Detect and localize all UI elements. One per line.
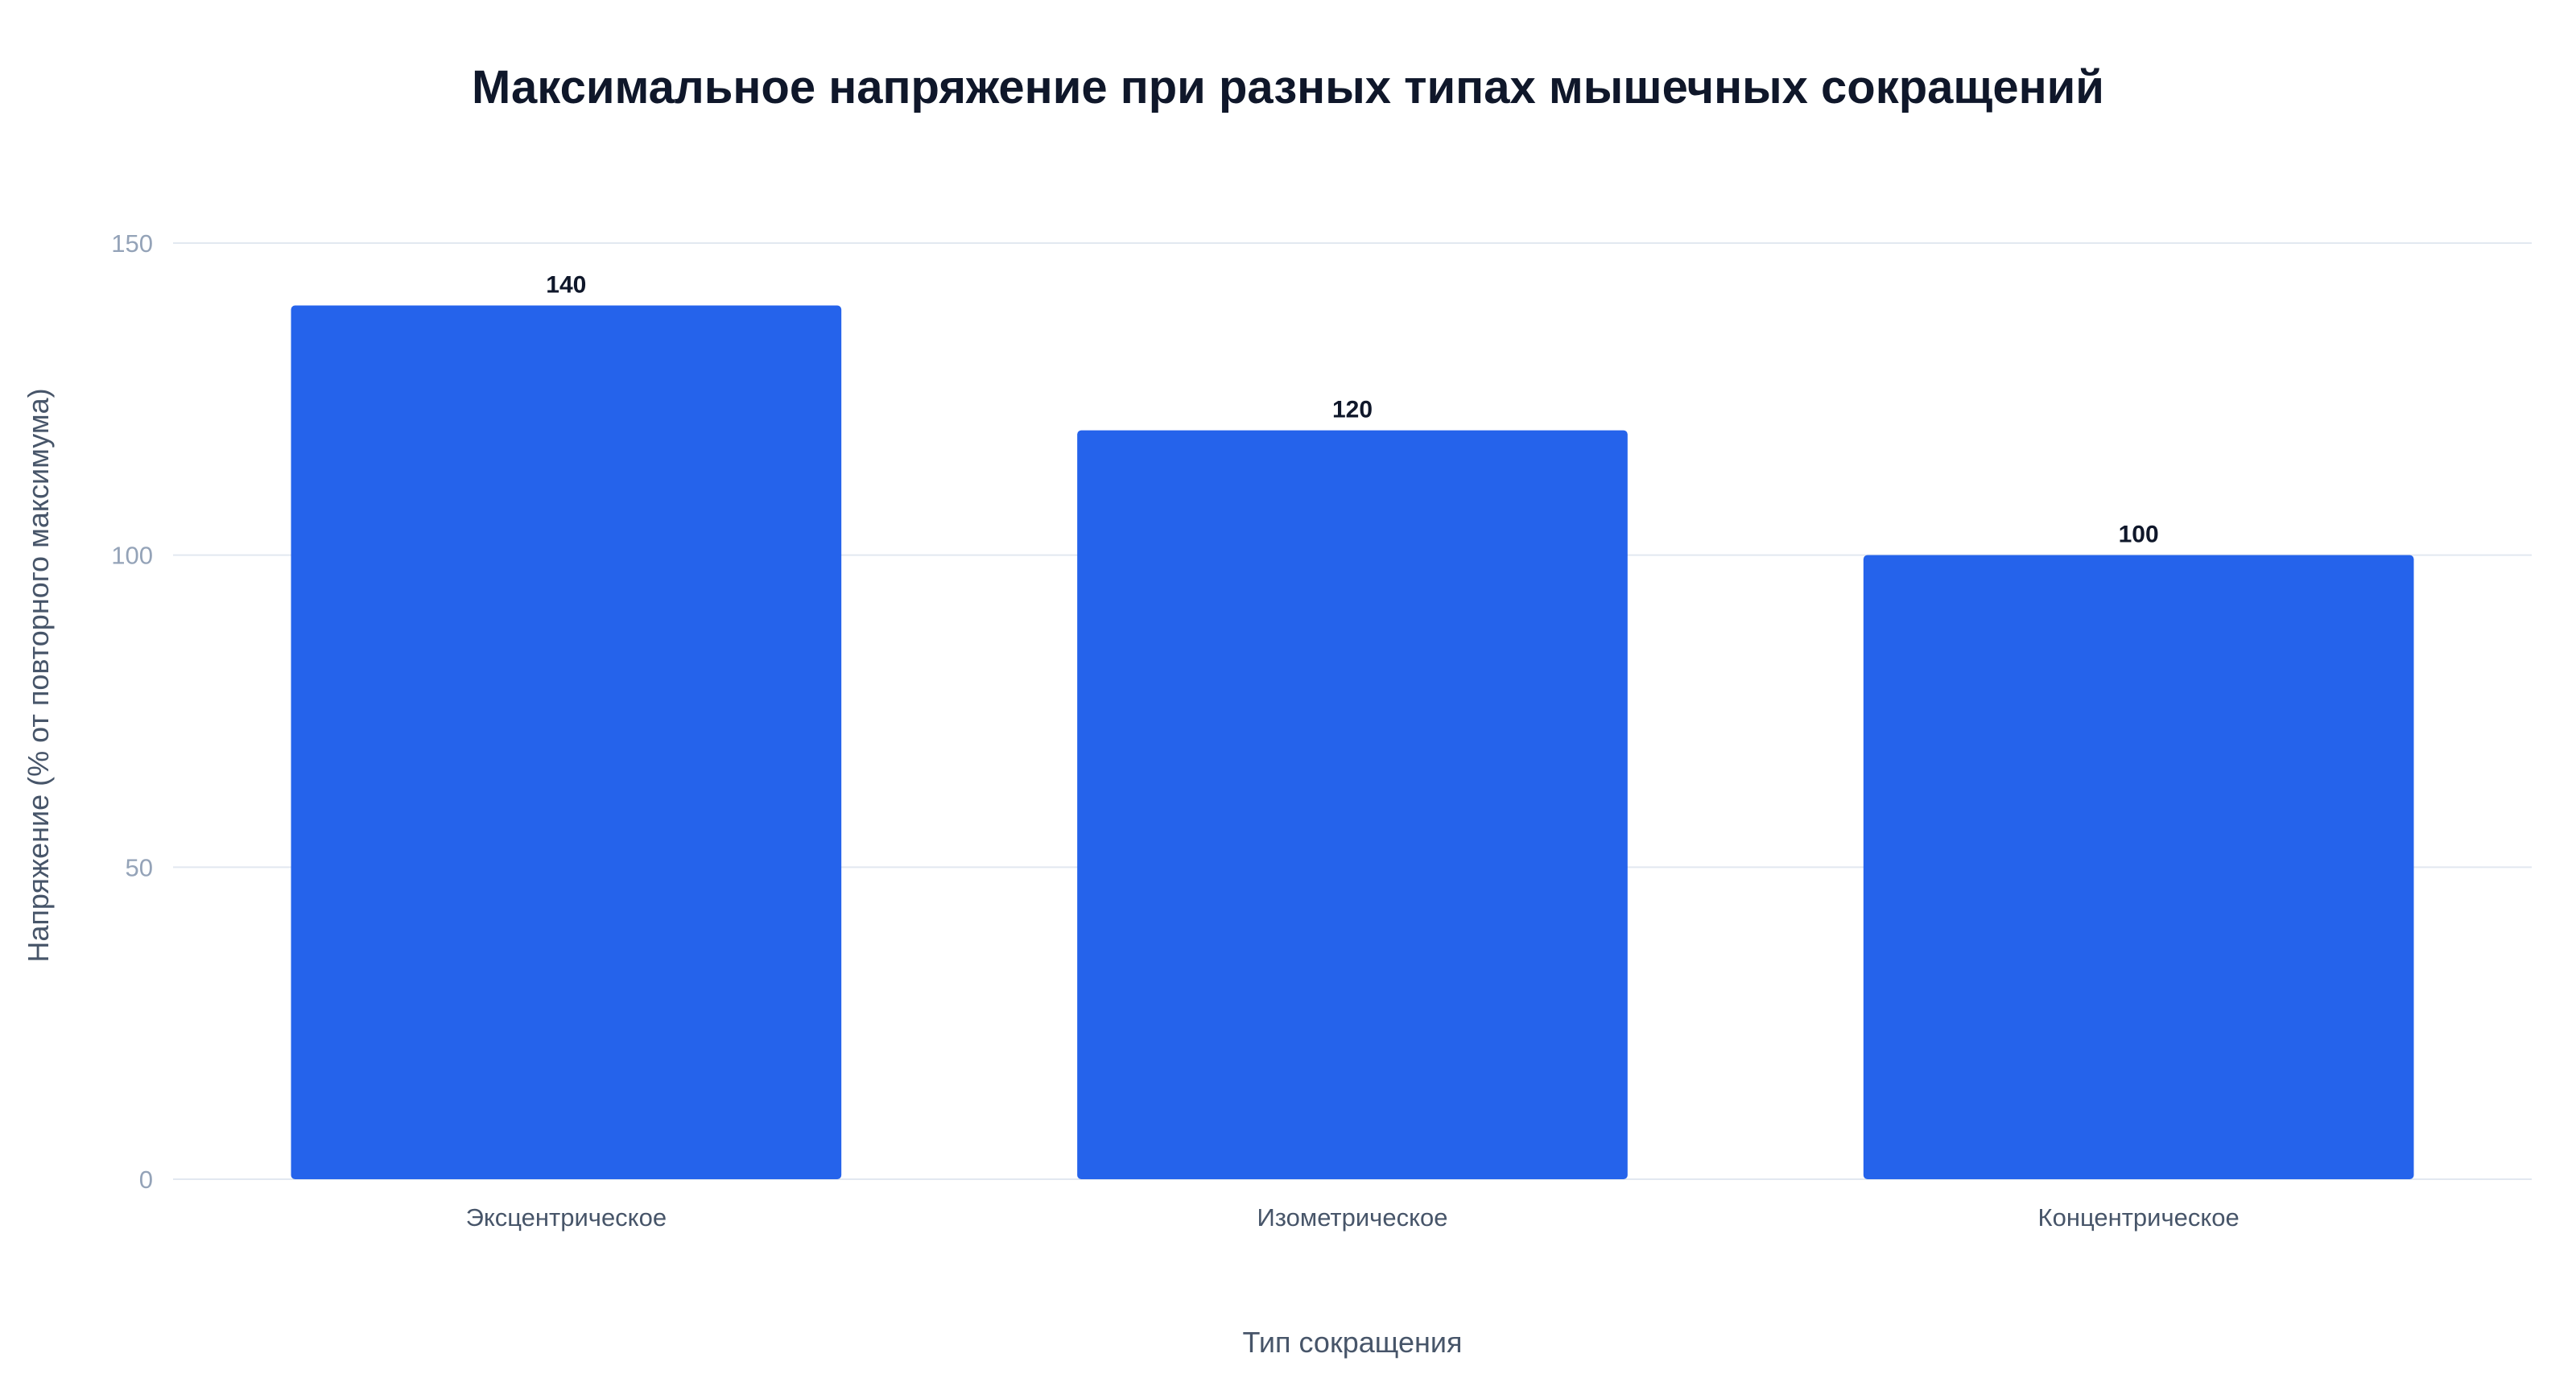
chart-title: Максимальное напряжение при разных типах… (472, 61, 2104, 113)
x-tick-label: Изометрическое (1257, 1203, 1448, 1232)
x-axis-label: Тип сокращения (1243, 1326, 1463, 1359)
y-tick-label: 50 (126, 853, 153, 881)
y-tick-label: 0 (139, 1166, 153, 1194)
y-axis-ticks: 0 50 100 150 (111, 229, 153, 1194)
x-tick-label: Концентрическое (2038, 1203, 2240, 1232)
bar (1077, 430, 1628, 1179)
data-label: 140 (546, 272, 586, 299)
bar (291, 305, 842, 1179)
bars (291, 305, 2414, 1179)
y-tick-label: 100 (111, 542, 153, 570)
data-label: 120 (1332, 397, 1373, 423)
data-label: 100 (2119, 522, 2159, 548)
bar (1863, 555, 2414, 1179)
value-labels: 140 120 100 (546, 272, 2158, 548)
x-axis-ticks: Эксцентрическое Изометрическое Концентриче… (466, 1203, 2240, 1232)
x-tick-label: Эксцентрическое (466, 1203, 667, 1232)
y-axis-label: Напряжение (% от повторного максимума) (22, 388, 55, 962)
y-tick-label: 150 (111, 229, 153, 258)
